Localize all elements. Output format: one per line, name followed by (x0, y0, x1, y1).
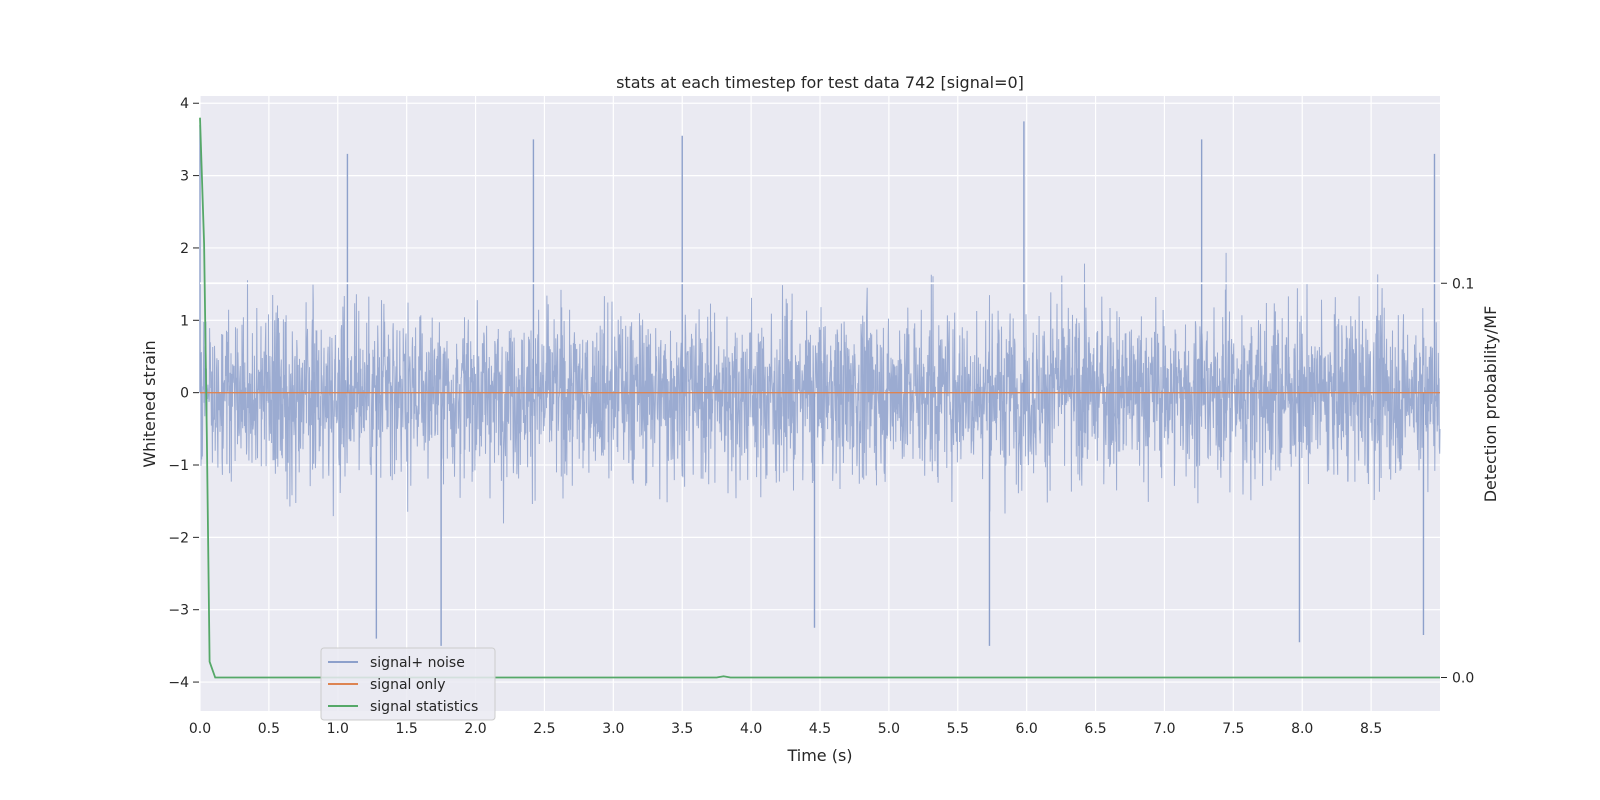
y-tick-label: −4 (168, 675, 189, 691)
y-tick-label: −2 (168, 530, 189, 546)
x-tick-label: 7.5 (1222, 721, 1244, 737)
x-axis-label: Time (s) (786, 746, 852, 765)
x-tick-label: 2.5 (533, 721, 555, 737)
y-tick-label: 2 (180, 241, 189, 257)
y-tick-label: 4 (180, 96, 189, 112)
lines-layer (199, 117, 1440, 679)
y-axis-label: Whitened strain (140, 340, 159, 467)
x-tick-label: 1.0 (327, 721, 349, 737)
x-tick-label: 0.5 (258, 721, 280, 737)
x-tick-label: 8.5 (1360, 721, 1382, 737)
x-tick-label: 5.5 (947, 721, 969, 737)
x-tick-label: 2.0 (464, 721, 486, 737)
y-tick-label: −3 (168, 603, 189, 619)
noise-trace (199, 252, 1441, 524)
x-tick-label: 3.5 (671, 721, 693, 737)
y-tick-label: −1 (168, 458, 189, 474)
legend-label-signal: signal only (370, 677, 445, 693)
x-tick-label: 6.5 (1084, 721, 1106, 737)
y-tick-label: 1 (180, 313, 189, 329)
chart-title: stats at each timestep for test data 742… (616, 73, 1024, 92)
x-tick-label: 6.0 (1016, 721, 1038, 737)
y-tick-label: 0 (180, 386, 189, 402)
x-tick-label: 3.0 (602, 721, 624, 737)
x-tick-label: 1.5 (396, 721, 418, 737)
y-tick-label: 3 (180, 169, 189, 185)
x-tick-label: 4.0 (740, 721, 762, 737)
legend-label-stats: signal statistics (370, 699, 478, 715)
noise-series-layer (199, 121, 1441, 646)
x-tick-label: 7.0 (1153, 721, 1175, 737)
legend-box (320, 647, 496, 721)
y2-tick-label: 0.1 (1452, 276, 1474, 292)
axes-layer: 0.0 0.5 1.0 1.5 2.0 2.5 3.0 3.5 4.0 4.5 5.0 5.5 6.0 6… (168, 96, 1474, 737)
signal-statistics-line (199, 117, 1440, 679)
x-tick-label: 0.0 (189, 721, 211, 737)
x-tick-label: 4.5 (809, 721, 831, 737)
legend: signal+ noise signal only signal statist… (320, 647, 496, 721)
y2-tick-label: 0.0 (1452, 670, 1474, 686)
y2-axis-label: Detection probability/MF (1481, 306, 1500, 503)
legend-label-noise: signal+ noise (370, 655, 465, 671)
x-tick-label: 5.0 (878, 721, 900, 737)
x-tick-label: 8.0 (1291, 721, 1313, 737)
